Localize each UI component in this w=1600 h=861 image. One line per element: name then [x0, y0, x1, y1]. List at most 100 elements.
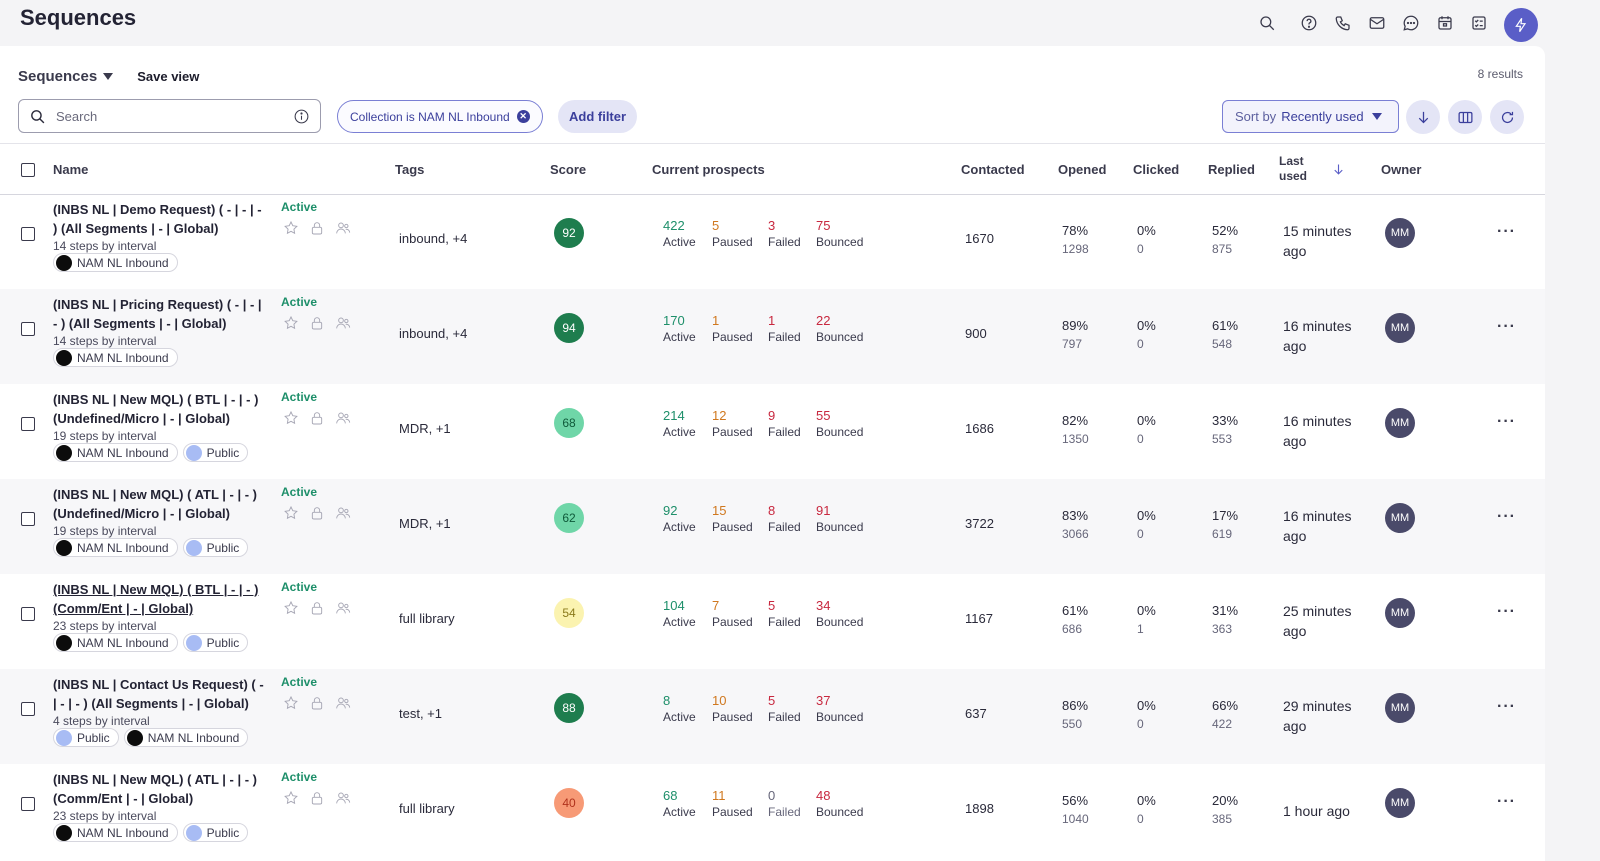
save-view-button[interactable]: Save view — [137, 68, 200, 84]
bolt-icon[interactable] — [1504, 8, 1538, 42]
tags-cell[interactable]: inbound, +4 — [399, 231, 468, 246]
avatar[interactable]: MM — [1385, 788, 1415, 818]
failed-count[interactable]: 5 Failed — [768, 597, 801, 631]
star-icon[interactable] — [283, 695, 299, 711]
avatar[interactable]: MM — [1385, 693, 1415, 723]
column-tags[interactable]: Tags — [395, 162, 425, 177]
column-opened[interactable]: Opened — [1058, 162, 1107, 177]
collection-badge[interactable]: Public — [182, 538, 249, 557]
mail-icon[interactable] — [1364, 10, 1390, 36]
search-input[interactable] — [56, 108, 293, 124]
tags-cell[interactable]: MDR, +1 — [399, 516, 451, 531]
users-icon[interactable] — [335, 505, 351, 521]
collection-badge[interactable]: Public — [182, 823, 249, 842]
lock-icon[interactable] — [309, 695, 325, 711]
table-row[interactable]: (INBS NL | New MQL) ( BTL | - | - ) (Com… — [0, 574, 1545, 669]
chat-icon[interactable] — [1398, 10, 1424, 36]
active-count[interactable]: 422 Active — [663, 217, 696, 251]
tags-cell[interactable]: test, +1 — [399, 706, 442, 721]
active-count[interactable]: 92 Active — [663, 502, 696, 536]
active-count[interactable]: 68 Active — [663, 787, 696, 821]
bounced-count[interactable]: 75 Bounced — [816, 217, 863, 251]
row-checkbox[interactable] — [21, 512, 35, 526]
collection-badge[interactable]: NAM NL Inbound — [53, 538, 178, 557]
avatar[interactable]: MM — [1385, 218, 1415, 248]
sort-arrow-icon[interactable] — [1331, 162, 1346, 177]
lock-icon[interactable] — [309, 410, 325, 426]
tasks-icon[interactable] — [1466, 10, 1492, 36]
phone-icon[interactable] — [1330, 10, 1356, 36]
lock-icon[interactable] — [309, 600, 325, 616]
users-icon[interactable] — [335, 600, 351, 616]
sequence-name-link[interactable]: (INBS NL | Contact Us Request) ( - | - |… — [53, 677, 264, 711]
column-score[interactable]: Score — [550, 162, 587, 177]
active-count[interactable]: 170 Active — [663, 312, 696, 346]
row-checkbox[interactable] — [21, 797, 35, 811]
tags-cell[interactable]: full library — [399, 611, 455, 626]
tags-cell[interactable]: inbound, +4 — [399, 326, 468, 341]
column-owner[interactable]: Owner — [1381, 162, 1422, 177]
paused-count[interactable]: 5 Paused — [712, 217, 753, 251]
users-icon[interactable] — [335, 315, 351, 331]
users-icon[interactable] — [335, 410, 351, 426]
table-row[interactable]: (INBS NL | New MQL) ( BTL | - | - ) (Und… — [0, 384, 1545, 479]
sequence-name-link[interactable]: (INBS NL | New MQL) ( ATL | - | - ) (Com… — [53, 772, 257, 806]
more-options-icon[interactable]: ··· — [1497, 223, 1516, 240]
paused-count[interactable]: 1 Paused — [712, 312, 753, 346]
sequence-name-link[interactable]: (INBS NL | Pricing Request) ( - | - | - … — [53, 297, 262, 331]
columns-button[interactable] — [1448, 100, 1482, 134]
more-options-icon[interactable]: ··· — [1497, 318, 1516, 335]
collection-badge[interactable]: Public — [182, 633, 249, 652]
row-checkbox[interactable] — [21, 322, 35, 336]
tags-cell[interactable]: MDR, +1 — [399, 421, 451, 436]
sequence-name-link[interactable]: (INBS NL | New MQL) ( BTL | - | - ) (Com… — [53, 582, 259, 616]
paused-count[interactable]: 15 Paused — [712, 502, 753, 536]
bounced-count[interactable]: 91 Bounced — [816, 502, 863, 536]
collection-badge[interactable]: NAM NL Inbound — [123, 728, 249, 747]
row-checkbox[interactable] — [21, 227, 35, 241]
bounced-count[interactable]: 55 Bounced — [816, 407, 863, 441]
star-icon[interactable] — [283, 505, 299, 521]
star-icon[interactable] — [283, 600, 299, 616]
failed-count[interactable]: 9 Failed — [768, 407, 801, 441]
column-contacted[interactable]: Contacted — [961, 162, 1025, 177]
row-checkbox[interactable] — [21, 607, 35, 621]
sort-dropdown[interactable]: Sort by Recently used — [1222, 100, 1399, 133]
search-icon[interactable] — [1254, 10, 1280, 36]
column-current-prospects[interactable]: Current prospects — [652, 162, 765, 177]
more-options-icon[interactable]: ··· — [1497, 603, 1516, 620]
active-count[interactable]: 8 Active — [663, 692, 696, 726]
scrollbar[interactable] — [1546, 46, 1566, 861]
active-count[interactable]: 104 Active — [663, 597, 696, 631]
failed-count[interactable]: 5 Failed — [768, 692, 801, 726]
more-options-icon[interactable]: ··· — [1497, 698, 1516, 715]
more-options-icon[interactable]: ··· — [1497, 793, 1516, 810]
avatar[interactable]: MM — [1385, 503, 1415, 533]
bounced-count[interactable]: 37 Bounced — [816, 692, 863, 726]
lock-icon[interactable] — [309, 505, 325, 521]
select-all-checkbox[interactable] — [21, 163, 35, 177]
failed-count[interactable]: 3 Failed — [768, 217, 801, 251]
failed-count[interactable]: 1 Failed — [768, 312, 801, 346]
bounced-count[interactable]: 22 Bounced — [816, 312, 863, 346]
bounced-count[interactable]: 34 Bounced — [816, 597, 863, 631]
table-row[interactable]: (INBS NL | Pricing Request) ( - | - | - … — [0, 289, 1545, 384]
sequence-name-link[interactable]: (INBS NL | New MQL) ( ATL | - | - ) (Und… — [53, 487, 257, 521]
refresh-button[interactable] — [1490, 100, 1524, 134]
lock-icon[interactable] — [309, 790, 325, 806]
users-icon[interactable] — [335, 695, 351, 711]
more-options-icon[interactable]: ··· — [1497, 508, 1516, 525]
sequence-name-link[interactable]: (INBS NL | Demo Request) ( - | - | - ) (… — [53, 202, 262, 236]
column-name[interactable]: Name — [53, 162, 89, 177]
column-last-used[interactable]: Last used — [1279, 154, 1307, 184]
tags-cell[interactable]: full library — [399, 801, 455, 816]
avatar[interactable]: MM — [1385, 408, 1415, 438]
add-filter-button[interactable]: Add filter — [558, 100, 638, 133]
failed-count[interactable]: 0 Failed — [768, 787, 801, 821]
collection-badge[interactable]: Public — [53, 728, 119, 747]
collection-badge[interactable]: NAM NL Inbound — [53, 348, 178, 367]
help-icon[interactable] — [1296, 10, 1322, 36]
active-count[interactable]: 214 Active — [663, 407, 696, 441]
paused-count[interactable]: 11 Paused — [712, 787, 753, 821]
failed-count[interactable]: 8 Failed — [768, 502, 801, 536]
